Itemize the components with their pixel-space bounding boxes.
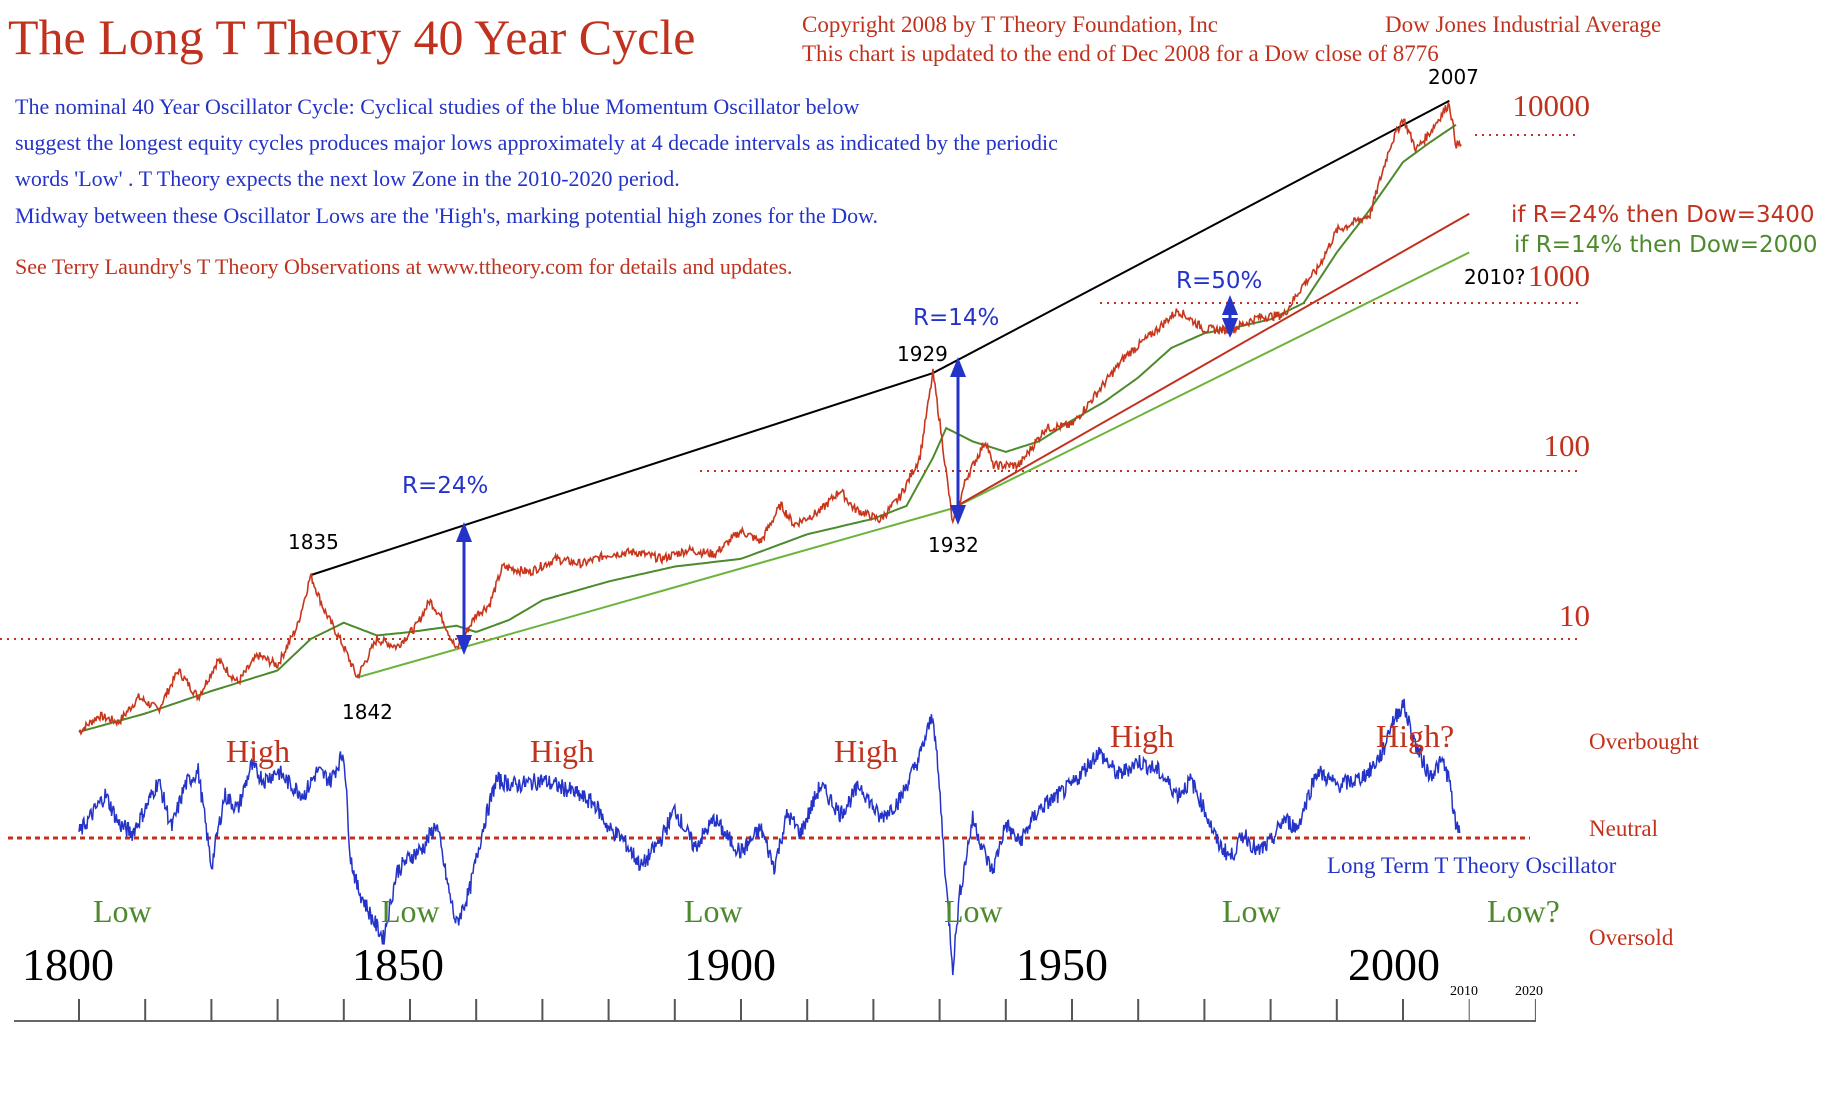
x-major-label: 1950 [1016,939,1108,990]
annotation-1835: 1835 [288,530,339,554]
retracement-label-r14: R=14% [913,305,1000,331]
x-minor-label: 2010 [1450,984,1478,999]
update-note: This chart is updated to the end of Dec … [802,41,1439,66]
annotation-1932: 1932 [928,533,979,557]
arrow-r14-head-up [950,357,966,377]
y-tick-label-1000: 1000 [1528,258,1590,293]
price-gridlines [0,134,1578,640]
zone-neutral: Neutral [1589,816,1658,841]
y-tick-label-10000: 10000 [1512,88,1591,123]
oscillator-name: Long Term T Theory Oscillator [1327,853,1617,878]
osc-low-label: Low [1222,893,1281,929]
scenario-r24-label: if R=24% then Dow=3400 [1511,202,1815,228]
retracement-label-r24: R=24% [402,473,489,499]
scenario-r14-label: if R=14% then Dow=2000 [1514,232,1818,258]
osc-low-label: Low [684,893,743,929]
osc-low-label: Low [944,893,1003,929]
arrow-r24-head-up [456,522,472,542]
x-major-label: 1800 [22,939,114,990]
red-trendline [952,212,1470,510]
x-major-label: 1900 [684,939,776,990]
oscillator-series [8,698,1530,976]
arrow-r14-head-down [950,505,966,525]
oscillator-line [78,698,1461,976]
arrow-r50-head-down [1222,318,1238,338]
description-line: The nominal 40 Year Oscillator Cycle: Cy… [15,94,860,119]
osc-high-question-label: High? [1376,718,1455,754]
x-major-label: 1850 [352,939,444,990]
x-minor-label: 2020 [1515,984,1543,999]
retracement-arrows [456,295,1238,655]
annotation-1929: 1929 [897,342,948,366]
osc-low-label: Low [381,893,440,929]
y-tick-label-100: 100 [1543,428,1591,463]
zone-overbought: Overbought [1589,729,1699,754]
description-line: Midway between these Oscillator Lows are… [15,203,879,228]
osc-high-label: High [834,733,898,769]
annotation-2007: 2007 [1428,65,1479,89]
reference-link-text[interactable]: See Terry Laundry's T Theory Observation… [15,254,793,279]
osc-high-label: High [1110,718,1174,754]
osc-high-label: High [530,733,594,769]
annotation-2010-question: 2010? [1464,265,1526,289]
chart-title: The Long T Theory 40 Year Cycle [8,9,696,65]
arrow-r50-head-up [1222,295,1238,315]
osc-low-label: Low [93,893,152,929]
osc-high-label: High [226,733,290,769]
osc-low-question-label: Low? [1487,893,1560,929]
series-name: Dow Jones Industrial Average [1385,12,1662,37]
annotation-1842: 1842 [342,700,393,724]
arrow-r24-head-down [456,635,472,655]
description-line: suggest the longest equity cycles produc… [15,130,1058,155]
copyright-text: Copyright 2008 by T Theory Foundation, I… [802,12,1218,37]
y-tick-label-10: 10 [1559,598,1590,633]
retracement-label-r50: R=50% [1176,268,1263,294]
description-line: words 'Low' . T Theory expects the next … [15,166,680,191]
x-axis [14,999,1536,1022]
zone-oversold: Oversold [1589,925,1674,950]
x-major-label: 2000 [1348,939,1440,990]
